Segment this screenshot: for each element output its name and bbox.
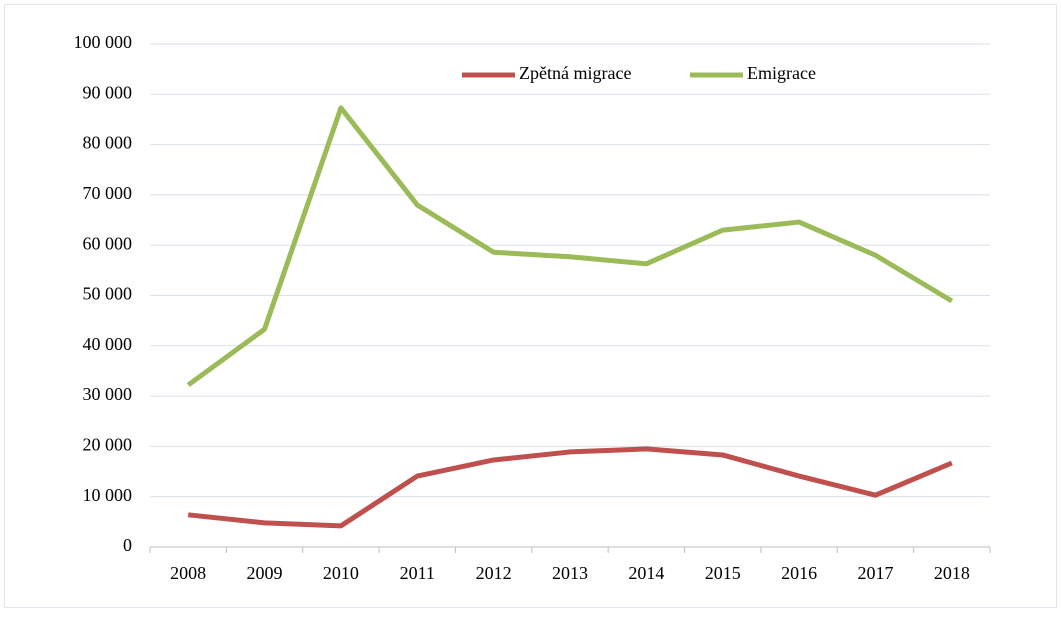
y-tick-label: 90 000 [83,82,133,102]
x-tick-label: 2008 [170,563,206,583]
x-tick-label: 2010 [323,563,359,583]
x-tick-label: 2014 [628,563,664,583]
x-tick-label: 2013 [552,563,588,583]
x-tick-label: 2015 [705,563,741,583]
line-series [187,446,953,529]
y-tick-label: 40 000 [83,334,133,354]
y-tick-label: 20 000 [83,435,133,455]
x-tick-label: 2011 [400,563,435,583]
line-series [186,105,954,388]
legend-label: Zpětná migrace [519,63,631,83]
legend-label: Emigrace [747,63,816,83]
y-tick-label: 60 000 [83,233,133,253]
x-tick-label: 2012 [476,563,512,583]
x-tick-label: 2016 [781,563,817,583]
y-tick-label: 0 [123,535,132,555]
x-tick-label: 2009 [247,563,283,583]
y-tick-label: 30 000 [83,384,133,404]
y-tick-label: 50 000 [83,284,133,304]
y-tick-label: 80 000 [83,133,133,153]
y-tick-label: 100 000 [74,32,133,52]
x-tick-label: 2018 [934,563,970,583]
chart-border [4,4,1057,608]
y-tick-label: 10 000 [83,485,133,505]
x-tick-label: 2017 [857,563,893,583]
y-tick-label: 70 000 [83,183,133,203]
